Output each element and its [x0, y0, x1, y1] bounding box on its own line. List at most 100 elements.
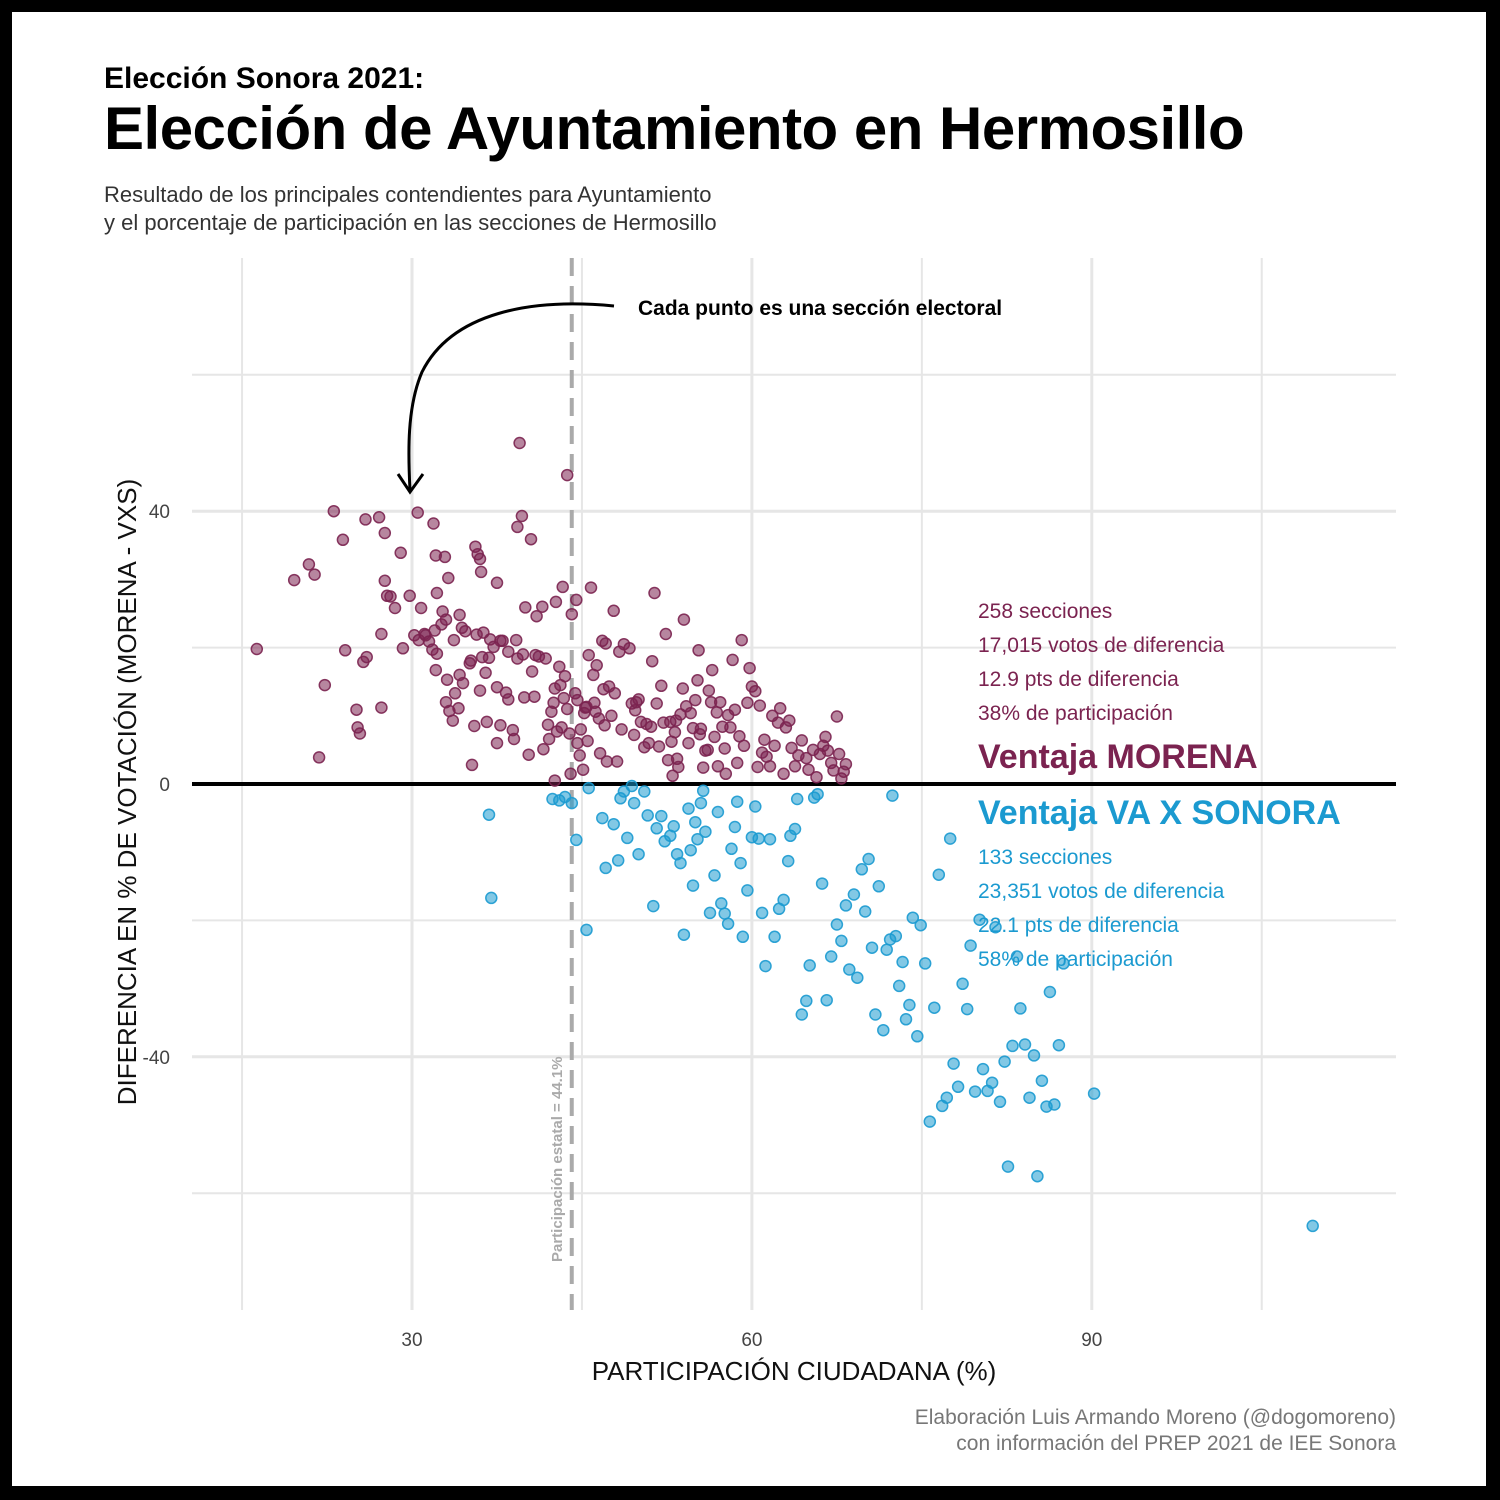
- point-morena: [696, 761, 710, 774]
- point-vaxs: [790, 792, 804, 806]
- point-morena: [768, 739, 781, 753]
- point-morena: [576, 763, 590, 776]
- point-morena: [372, 511, 386, 524]
- point-vaxs: [596, 811, 609, 825]
- panel-vaxs: Ventaja VA X SONORA 133 secciones 23,351…: [978, 794, 1341, 971]
- point-vaxs: [694, 796, 708, 810]
- point-vaxs: [943, 832, 957, 845]
- point-morena: [312, 751, 326, 764]
- point-vaxs: [998, 1055, 1011, 1068]
- point-morena: [384, 590, 397, 603]
- point-morena: [645, 654, 659, 668]
- point-morena: [414, 601, 428, 615]
- point-morena: [519, 601, 532, 614]
- point-morena: [308, 568, 321, 581]
- chart-kicker: Elección Sonora 2021:: [104, 62, 425, 95]
- point-vaxs: [896, 955, 909, 969]
- point-morena: [557, 691, 571, 705]
- y-axis-label: DIFERENCIA EN % DE VOTACIÓN (MORENA - VX…: [112, 479, 142, 1106]
- point-morena: [375, 701, 388, 714]
- point-vaxs: [1035, 1074, 1049, 1087]
- point-vaxs: [923, 1115, 937, 1128]
- point-morena: [509, 633, 523, 647]
- point-morena: [447, 633, 461, 647]
- point-vaxs: [749, 800, 762, 813]
- point-morena: [608, 687, 622, 700]
- point-vaxs: [689, 815, 702, 829]
- vaxs-stat-sections: 133 secciones: [978, 846, 1112, 869]
- point-morena: [542, 732, 556, 746]
- point-vaxs: [820, 993, 833, 1007]
- point-morena: [459, 624, 472, 638]
- point-morena: [494, 719, 507, 732]
- point-vaxs: [1010, 950, 1024, 963]
- point-morena: [623, 642, 636, 655]
- point-morena: [439, 613, 453, 626]
- point-morena: [758, 733, 771, 746]
- point-vaxs: [650, 822, 663, 835]
- point-morena: [558, 669, 572, 683]
- point-morena: [429, 663, 443, 677]
- point-vaxs: [582, 781, 595, 795]
- point-vaxs: [843, 963, 856, 976]
- point-vaxs: [759, 959, 772, 973]
- point-vaxs: [872, 880, 886, 893]
- point-morena: [464, 654, 478, 667]
- point-morena: [615, 723, 628, 736]
- point-vaxs: [851, 971, 864, 984]
- point-morena: [710, 706, 724, 719]
- point-vaxs: [788, 822, 802, 836]
- point-vaxs: [607, 817, 620, 831]
- point-morena: [513, 436, 526, 450]
- morena-stat-points: 12.9 pts de diferencia: [978, 668, 1179, 691]
- point-vaxs: [1006, 1039, 1019, 1053]
- point-morena: [507, 732, 521, 746]
- point-morena: [749, 684, 762, 698]
- point-morena: [336, 533, 350, 547]
- point-vaxs: [886, 789, 899, 802]
- point-morena: [668, 725, 682, 739]
- point-vaxs: [580, 923, 593, 937]
- point-morena: [528, 690, 541, 703]
- point-vaxs: [682, 802, 695, 815]
- point-vaxs: [1057, 957, 1070, 970]
- point-morena: [465, 758, 479, 772]
- point-morena: [650, 697, 663, 710]
- point-vaxs: [565, 796, 579, 810]
- point-vaxs: [811, 787, 824, 801]
- point-vaxs: [781, 854, 795, 868]
- point-vaxs: [686, 879, 700, 892]
- point-morena: [525, 665, 539, 678]
- point-morena: [783, 714, 796, 727]
- point-morena: [642, 736, 656, 750]
- point-vaxs: [858, 905, 872, 918]
- morena-advantage-label: Ventaja MORENA: [978, 738, 1258, 776]
- point-morena: [375, 627, 388, 641]
- point-vaxs: [715, 897, 728, 910]
- point-morena: [773, 702, 787, 715]
- point-morena: [327, 504, 341, 518]
- point-vaxs: [655, 809, 668, 823]
- point-morena: [515, 509, 529, 523]
- point-morena: [524, 532, 538, 546]
- point-morena: [819, 730, 832, 744]
- point-morena: [556, 580, 569, 594]
- point-morena: [318, 678, 332, 692]
- point-vaxs: [641, 809, 654, 822]
- panel-morena: 258 secciones 17,015 votos de diferencia…: [978, 600, 1258, 776]
- point-vaxs: [482, 808, 496, 821]
- point-morena: [396, 642, 410, 655]
- point-vaxs: [985, 1076, 999, 1089]
- state-turnout-label: Participación estatal = 44.1%: [549, 1056, 566, 1262]
- point-vaxs: [880, 943, 893, 956]
- point-morena: [737, 739, 751, 753]
- point-vaxs: [956, 977, 969, 991]
- point-morena: [677, 613, 691, 626]
- point-morena: [536, 600, 549, 613]
- point-morena: [728, 703, 742, 716]
- point-morena: [598, 719, 611, 732]
- point-vaxs: [711, 805, 725, 819]
- point-morena: [600, 755, 614, 768]
- point-morena: [830, 710, 844, 723]
- point-morena: [682, 736, 695, 750]
